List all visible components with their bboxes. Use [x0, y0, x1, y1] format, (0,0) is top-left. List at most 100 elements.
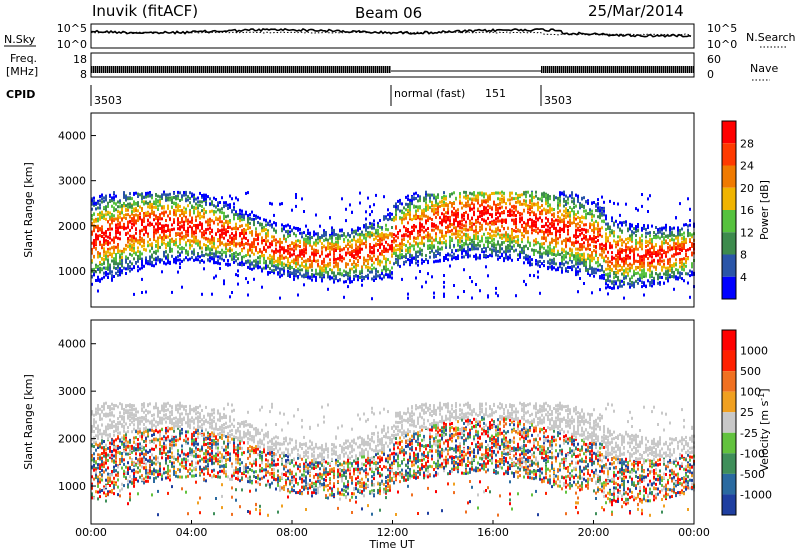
range-cell	[209, 241, 211, 245]
range-cell	[399, 242, 401, 246]
range-cell	[133, 247, 135, 250]
range-cell	[435, 224, 437, 228]
range-cell	[569, 257, 571, 260]
range-cell	[403, 211, 405, 215]
range-cell	[255, 230, 257, 234]
range-cell	[463, 195, 465, 199]
range-cell	[423, 230, 425, 234]
range-cell	[565, 269, 567, 273]
freq-bar	[347, 66, 349, 73]
range-cell	[291, 266, 293, 269]
range-cell	[211, 230, 213, 234]
range-cell	[195, 239, 197, 243]
range-cell	[521, 193, 523, 197]
range-cell	[387, 228, 389, 232]
range-cell	[449, 193, 451, 196]
range-cell	[137, 214, 139, 218]
range-cell	[391, 212, 393, 216]
range-cell	[101, 235, 103, 238]
range-cell	[435, 211, 437, 215]
range-cell	[163, 192, 165, 196]
range-cell	[387, 258, 389, 262]
range-cell	[97, 234, 99, 238]
range-cell	[165, 210, 167, 214]
range-cell	[353, 270, 355, 274]
range-cell	[117, 210, 119, 214]
range-cell	[225, 251, 227, 254]
range-cell	[137, 265, 139, 269]
range-cell	[93, 273, 95, 277]
range-cell	[411, 254, 413, 258]
range-cell	[581, 220, 583, 224]
range-cell	[219, 262, 221, 266]
range-cell	[449, 201, 451, 205]
range-cell	[177, 232, 179, 236]
range-cell	[261, 267, 263, 271]
range-cell	[417, 263, 419, 267]
range-cell	[231, 232, 233, 236]
range-cell	[203, 197, 205, 201]
range-cell	[181, 225, 183, 229]
range-cell	[391, 276, 393, 280]
range-cell	[555, 236, 557, 240]
range-cell	[425, 220, 427, 224]
range-cell	[153, 238, 155, 241]
range-cell	[223, 243, 225, 247]
freq-bar	[307, 66, 309, 73]
range-cell	[541, 209, 543, 213]
range-cell	[345, 235, 347, 239]
range-cell	[427, 233, 429, 237]
range-cell	[371, 258, 373, 262]
range-cell	[245, 231, 247, 235]
range-cell	[437, 245, 439, 249]
range-cell	[335, 257, 337, 261]
range-cell	[165, 256, 167, 260]
range-cell	[129, 234, 131, 238]
range-cell	[427, 193, 429, 197]
range-cell	[189, 241, 191, 244]
range-cell	[549, 205, 551, 209]
range-cell	[151, 205, 153, 209]
range-cell	[169, 242, 171, 246]
range-cell	[107, 250, 109, 254]
range-cell	[333, 248, 335, 251]
range-cell	[197, 210, 199, 214]
range-cell	[193, 238, 195, 242]
freq-bar	[215, 66, 217, 73]
range-cell	[495, 208, 497, 212]
range-cell	[299, 252, 301, 256]
range-cell	[465, 220, 467, 224]
range-cell	[357, 228, 359, 232]
range-cell	[455, 215, 457, 219]
freq-bar	[179, 66, 181, 73]
range-cell	[235, 231, 237, 234]
range-cell	[447, 224, 449, 228]
range-cell	[227, 207, 229, 210]
range-cell	[541, 255, 543, 259]
freq-bar	[371, 66, 373, 73]
range-cell	[137, 209, 139, 213]
range-cell	[519, 245, 521, 249]
range-cell	[301, 261, 303, 265]
range-cell	[433, 295, 435, 299]
range-cell	[223, 211, 225, 215]
range-cell	[163, 233, 165, 237]
freq-bar	[357, 66, 359, 73]
freq-bar	[193, 66, 195, 73]
range-cell	[341, 234, 343, 238]
range-cell	[515, 235, 517, 239]
range-cell	[213, 242, 215, 246]
range-cell	[103, 243, 105, 247]
range-cell	[275, 222, 277, 226]
freq-bar	[343, 66, 345, 73]
range-cell	[129, 215, 131, 219]
range-cell	[439, 229, 441, 233]
range-cell	[557, 222, 559, 226]
range-cell	[157, 228, 159, 232]
freq-bar	[641, 66, 643, 73]
range-cell	[381, 242, 383, 246]
range-cell	[417, 208, 419, 212]
range-cell	[543, 191, 545, 195]
range-cell	[497, 216, 499, 220]
range-cell	[565, 250, 567, 254]
